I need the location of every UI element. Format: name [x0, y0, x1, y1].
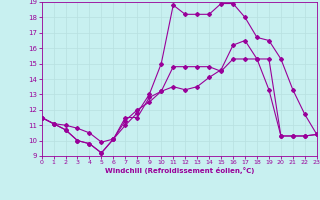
- X-axis label: Windchill (Refroidissement éolien,°C): Windchill (Refroidissement éolien,°C): [105, 167, 254, 174]
